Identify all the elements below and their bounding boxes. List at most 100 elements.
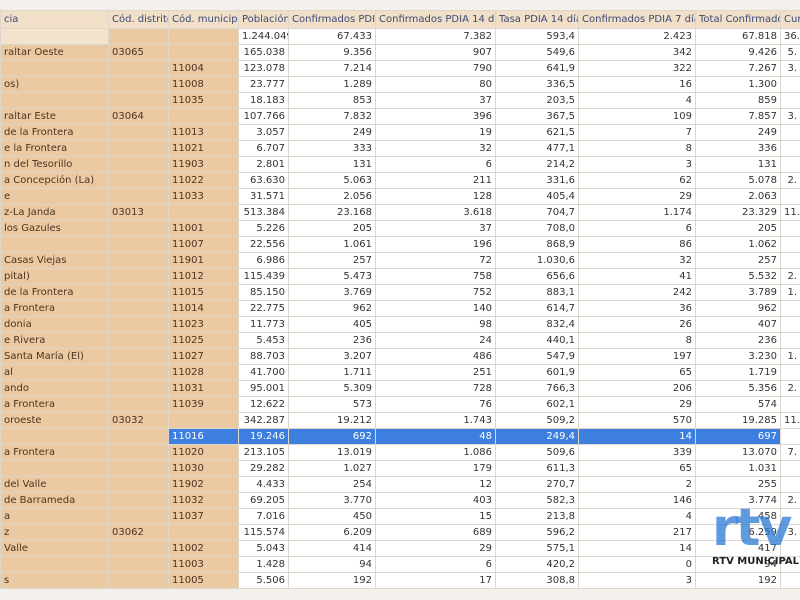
column-header[interactable]: Confirmados PDIA (288, 10, 376, 29)
cell[interactable] (0, 556, 109, 573)
cell[interactable]: 708,0 (495, 220, 579, 237)
cell[interactable]: 1.086 (375, 444, 496, 461)
cell[interactable]: 11901 (168, 252, 239, 269)
cell[interactable]: 403 (375, 492, 496, 509)
cell[interactable]: 883,1 (495, 284, 579, 301)
cell[interactable]: 11037 (168, 508, 239, 525)
cell[interactable] (780, 300, 800, 317)
cell[interactable]: 308,8 (495, 572, 579, 589)
cell[interactable]: 1.030,6 (495, 252, 579, 269)
cell[interactable]: de la Frontera (0, 124, 109, 141)
cell[interactable]: Santa María (El) (0, 348, 109, 365)
cell[interactable]: 249,4 (495, 428, 579, 445)
cell[interactable]: 3.789 (695, 284, 781, 301)
cell[interactable]: 420,2 (495, 556, 579, 573)
cell[interactable]: 03013 (108, 204, 169, 221)
cell[interactable]: 11903 (168, 156, 239, 173)
column-header[interactable]: Cód. distrito (108, 10, 169, 29)
cell[interactable]: e Rivera (0, 332, 109, 349)
cell[interactable]: 1.061 (288, 236, 376, 253)
cell[interactable]: os) (0, 76, 109, 93)
cell[interactable]: n del Tesorillo (0, 156, 109, 173)
cell[interactable] (780, 332, 800, 349)
cell[interactable]: 0 (578, 556, 696, 573)
cell[interactable]: 1. (780, 284, 800, 301)
cell[interactable]: 3 (578, 156, 696, 173)
cell[interactable]: 5.506 (238, 572, 289, 589)
cell[interactable]: 596,2 (495, 524, 579, 541)
cell[interactable]: raltar Este (0, 108, 109, 125)
cell[interactable] (108, 300, 169, 317)
cell[interactable]: 11016 (168, 428, 239, 445)
cell[interactable] (0, 28, 109, 45)
cell[interactable] (108, 460, 169, 477)
column-header[interactable]: Total Confirmados (695, 10, 781, 29)
cell[interactable]: 7.832 (288, 108, 376, 125)
column-header[interactable]: cia (0, 10, 109, 29)
cell[interactable]: 11030 (168, 460, 239, 477)
cell[interactable]: 621,5 (495, 124, 579, 141)
cell[interactable]: 11023 (168, 316, 239, 333)
cell[interactable]: 962 (288, 300, 376, 317)
cell[interactable]: 342 (578, 44, 696, 61)
cell[interactable]: 7.016 (238, 508, 289, 525)
cell[interactable]: 115.574 (238, 524, 289, 541)
cell[interactable]: 123.078 (238, 60, 289, 77)
cell[interactable] (108, 284, 169, 301)
cell[interactable]: 4.433 (238, 476, 289, 493)
cell[interactable] (108, 172, 169, 189)
cell[interactable] (780, 540, 800, 557)
cell[interactable]: 2. (780, 172, 800, 189)
cell[interactable]: 5.309 (288, 380, 376, 397)
cell[interactable]: 417 (695, 540, 781, 557)
cell[interactable]: 1.719 (695, 364, 781, 381)
cell[interactable]: 67.818 (695, 28, 781, 45)
cell[interactable]: 26 (578, 316, 696, 333)
cell[interactable]: 11021 (168, 140, 239, 157)
cell[interactable]: 7.382 (375, 28, 496, 45)
cell[interactable]: z-La Janda (0, 204, 109, 221)
cell[interactable]: 614,7 (495, 300, 579, 317)
cell[interactable]: 192 (695, 572, 781, 589)
cell[interactable] (780, 364, 800, 381)
cell[interactable]: 853 (288, 92, 376, 109)
cell[interactable]: 11007 (168, 236, 239, 253)
cell[interactable]: 3 (578, 572, 696, 589)
cell[interactable]: 593,4 (495, 28, 579, 45)
column-header[interactable]: Tasa PDIA 14 días (495, 10, 579, 29)
cell[interactable] (108, 28, 169, 45)
cell[interactable]: 48 (375, 428, 496, 445)
column-header[interactable]: Población (238, 10, 289, 29)
cell[interactable]: 704,7 (495, 204, 579, 221)
cell[interactable]: a (0, 508, 109, 525)
cell[interactable]: 88.703 (238, 348, 289, 365)
cell[interactable] (108, 92, 169, 109)
cell[interactable]: 333 (288, 140, 376, 157)
cell[interactable]: 249 (695, 124, 781, 141)
cell[interactable]: 962 (695, 300, 781, 317)
cell[interactable] (780, 316, 800, 333)
cell[interactable]: 6 (375, 556, 496, 573)
cell[interactable]: 336 (695, 140, 781, 157)
cell[interactable]: 2.423 (578, 28, 696, 45)
cell[interactable]: 5. (780, 44, 800, 61)
cell[interactable]: 2 (578, 476, 696, 493)
cell[interactable] (780, 428, 800, 445)
cell[interactable]: 11001 (168, 220, 239, 237)
cell[interactable]: a Concepción (La) (0, 172, 109, 189)
cell[interactable] (0, 236, 109, 253)
cell[interactable]: 140 (375, 300, 496, 317)
cell[interactable]: 80 (375, 76, 496, 93)
cell[interactable]: 11032 (168, 492, 239, 509)
cell[interactable]: 405 (288, 316, 376, 333)
cell[interactable]: Casas Viejas (0, 252, 109, 269)
cell[interactable]: 236 (695, 332, 781, 349)
column-header[interactable]: Confirmados PDIA 7 días (578, 10, 696, 29)
cell[interactable]: 11027 (168, 348, 239, 365)
cell[interactable]: 2. (780, 268, 800, 285)
cell[interactable]: 9.356 (288, 44, 376, 61)
cell[interactable]: 23.168 (288, 204, 376, 221)
cell[interactable]: 251 (375, 364, 496, 381)
cell[interactable]: 11015 (168, 284, 239, 301)
cell[interactable]: 205 (288, 220, 376, 237)
